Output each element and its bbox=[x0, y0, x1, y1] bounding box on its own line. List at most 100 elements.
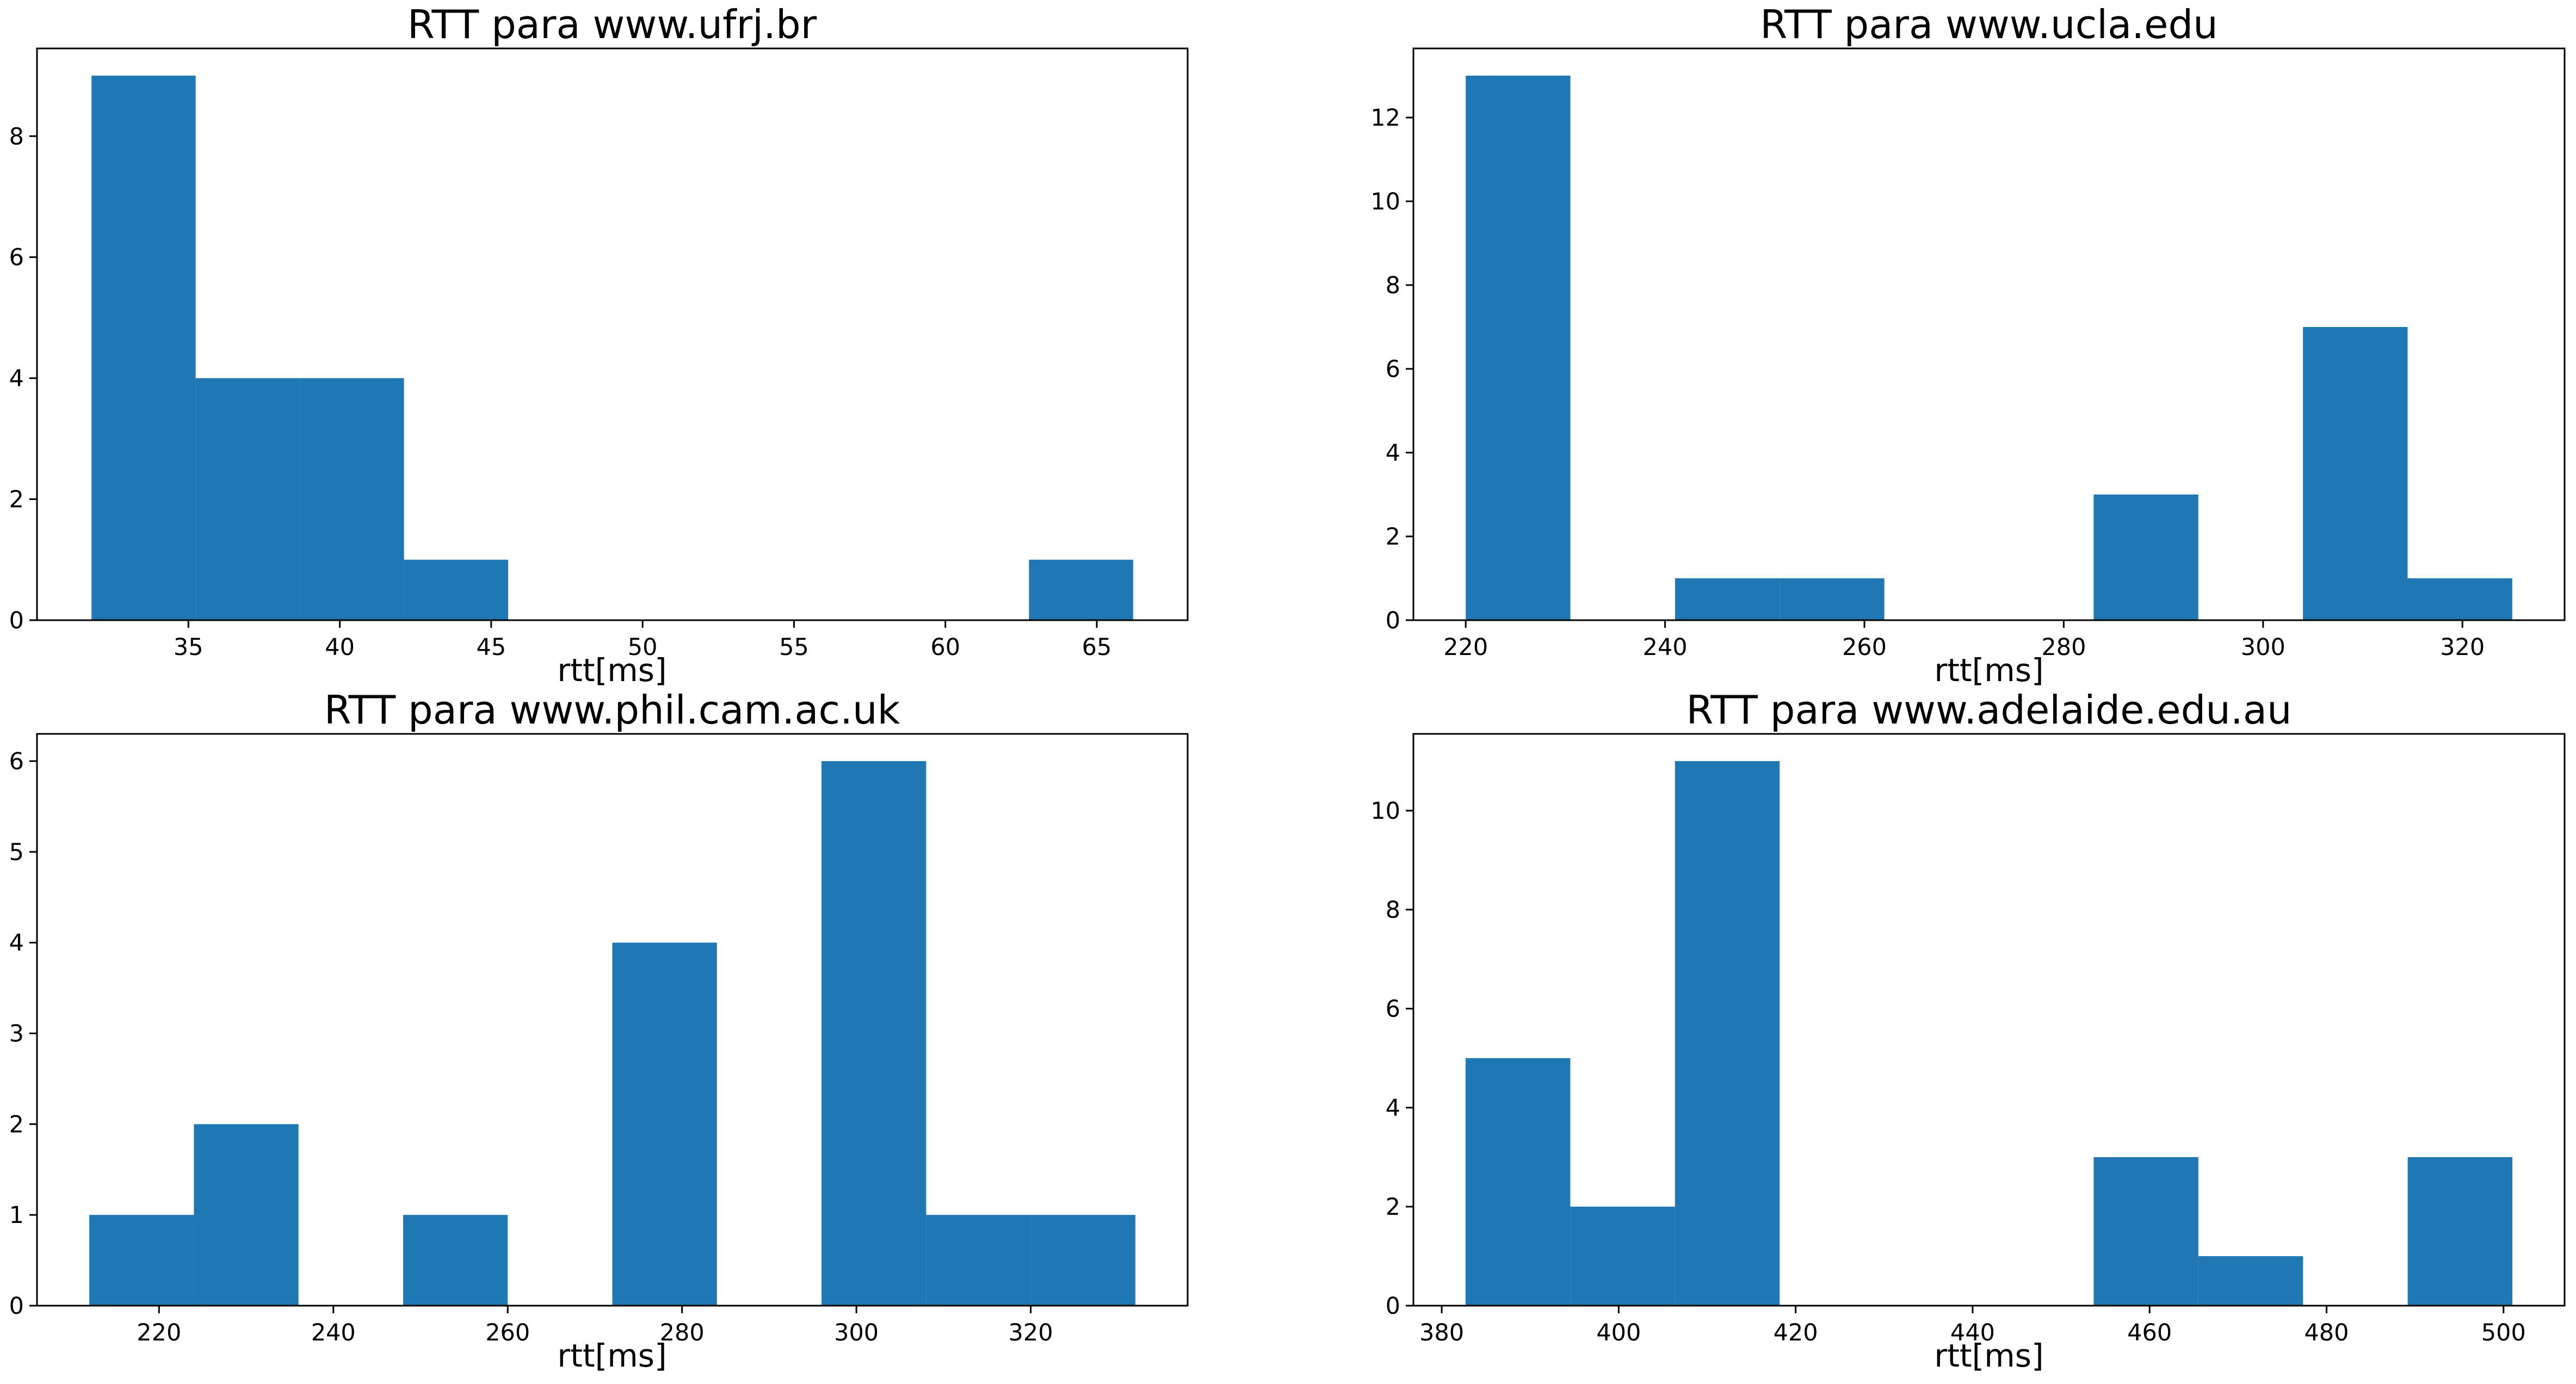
histogram-bar bbox=[1029, 559, 1133, 620]
y-tick-label: 0 bbox=[1386, 607, 1400, 634]
x-tick-label: 60 bbox=[930, 634, 960, 661]
bars-group bbox=[91, 76, 1133, 621]
x-tick-label: 40 bbox=[325, 634, 355, 661]
x-tick-label: 380 bbox=[1419, 1319, 1464, 1346]
y-tick-label: 4 bbox=[9, 930, 24, 957]
histogram-bar bbox=[2303, 327, 2408, 620]
x-axis: 380 400 420 440 460 480 500 bbox=[1419, 1306, 2526, 1346]
x-tick-label: 420 bbox=[1774, 1319, 1818, 1346]
y-axis: 0 1 2 3 4 5 6 bbox=[9, 748, 37, 1320]
y-tick-label: 4 bbox=[1386, 440, 1400, 467]
histogram-bar bbox=[1465, 1058, 1571, 1306]
y-tick-label: 0 bbox=[1386, 1293, 1400, 1320]
x-tick-label: 320 bbox=[2440, 634, 2485, 661]
x-tick-label: 220 bbox=[137, 1319, 181, 1346]
y-tick-label: 3 bbox=[9, 1021, 24, 1048]
bars-group bbox=[1466, 76, 2512, 621]
y-tick-label: 2 bbox=[9, 486, 24, 514]
x-tick-label: 280 bbox=[2041, 634, 2086, 661]
panel-title: RTT para www.ucla.edu bbox=[1760, 2, 2218, 47]
x-tick-label: 220 bbox=[1443, 634, 1488, 661]
x-tick-label: 480 bbox=[2304, 1319, 2349, 1346]
x-tick-label: 260 bbox=[1842, 634, 1887, 661]
x-axis: 220 240 260 280 300 320 bbox=[137, 1306, 1053, 1346]
x-axis-label: rtt[ms] bbox=[1934, 652, 2043, 689]
axes-frame bbox=[36, 733, 1189, 1307]
y-tick-label: 12 bbox=[1370, 104, 1400, 132]
y-tick-label: 8 bbox=[1386, 272, 1400, 299]
x-axis-label: rtt[ms] bbox=[557, 652, 666, 689]
x-tick-label: 320 bbox=[1009, 1319, 1053, 1346]
panel-title: RTT para www.adelaide.edu.au bbox=[1686, 687, 2291, 733]
histogram-bar bbox=[89, 1215, 194, 1306]
y-tick-label: 10 bbox=[1370, 188, 1400, 215]
histogram-bar bbox=[1780, 578, 1885, 620]
y-tick-label: 2 bbox=[1386, 523, 1400, 551]
y-tick-label: 6 bbox=[9, 244, 24, 271]
histogram-bar bbox=[300, 378, 404, 620]
y-axis: 0 2 4 6 8 10 12 bbox=[1370, 104, 1413, 634]
histogram-bar bbox=[1466, 76, 1571, 621]
x-tick-label: 260 bbox=[485, 1319, 530, 1346]
y-tick-label: 0 bbox=[9, 607, 24, 634]
histogram-bar bbox=[821, 761, 926, 1306]
histogram-bar bbox=[612, 942, 717, 1306]
y-axis: 0 2 4 6 8 bbox=[9, 123, 37, 634]
y-tick-label: 8 bbox=[1386, 897, 1400, 924]
x-tick-label: 500 bbox=[2481, 1319, 2526, 1346]
x-tick-label: 460 bbox=[2127, 1319, 2172, 1346]
y-tick-label: 1 bbox=[9, 1202, 24, 1229]
histogram-bar bbox=[2198, 1256, 2303, 1306]
y-tick-label: 8 bbox=[9, 123, 24, 150]
y-tick-label: 6 bbox=[1386, 996, 1400, 1023]
x-tick-label: 440 bbox=[1950, 1319, 1995, 1346]
y-axis: 0 2 4 6 8 10 bbox=[1370, 798, 1413, 1320]
histogram-bar bbox=[2407, 578, 2512, 620]
histogram-bar bbox=[91, 76, 196, 621]
axes-frame bbox=[1412, 733, 2566, 1307]
panel-ucla: RTT para www.ucla.edu 0 2 4 6 8 10 12 220 240 26… bbox=[1370, 2, 2566, 689]
axes-frame bbox=[1412, 47, 2566, 621]
y-tick-label: 10 bbox=[1370, 798, 1400, 825]
bars-group bbox=[1465, 761, 2513, 1306]
x-tick-label: 300 bbox=[834, 1319, 879, 1346]
x-tick-label: 65 bbox=[1082, 634, 1112, 661]
histogram-bar bbox=[194, 1124, 299, 1306]
x-tick-label: 300 bbox=[2241, 634, 2285, 661]
axes-frame bbox=[36, 47, 1189, 621]
x-tick-label: 400 bbox=[1596, 1319, 1641, 1346]
histogram-bar bbox=[2093, 495, 2198, 620]
histogram-bar bbox=[195, 378, 300, 620]
y-tick-label: 6 bbox=[9, 748, 24, 775]
histogram-bar bbox=[1675, 578, 1780, 620]
histogram-bar bbox=[1675, 761, 1780, 1306]
y-tick-label: 6 bbox=[1386, 356, 1400, 383]
panel-title: RTT para www.phil.cam.ac.uk bbox=[324, 687, 900, 733]
histogram-bar bbox=[404, 559, 509, 620]
y-tick-label: 0 bbox=[9, 1293, 24, 1320]
panel-title: RTT para www.ufrj.br bbox=[407, 2, 817, 47]
x-tick-label: 35 bbox=[174, 634, 203, 661]
bars-group bbox=[89, 761, 1135, 1306]
x-tick-label: 50 bbox=[628, 634, 658, 661]
x-tick-label: 240 bbox=[1643, 634, 1688, 661]
x-axis-label: rtt[ms] bbox=[557, 1337, 666, 1374]
x-tick-label: 280 bbox=[660, 1319, 705, 1346]
histogram-bar bbox=[2093, 1157, 2198, 1306]
y-tick-label: 2 bbox=[1386, 1194, 1400, 1221]
histogram-bar bbox=[1570, 1207, 1675, 1306]
x-tick-label: 45 bbox=[477, 634, 506, 661]
panel-ufrj: RTT para www.ufrj.br 0 2 4 6 8 35 40 45 50 55 60 6… bbox=[9, 2, 1189, 689]
y-tick-label: 4 bbox=[1386, 1095, 1400, 1122]
x-axis-label: rtt[ms] bbox=[1934, 1337, 2043, 1374]
x-axis: 220 240 260 280 300 320 bbox=[1443, 620, 2485, 661]
panel-adelaide: RTT para www.adelaide.edu.au 0 2 4 6 8 10 380… bbox=[1370, 687, 2566, 1374]
y-tick-label: 4 bbox=[9, 365, 24, 392]
x-tick-label: 55 bbox=[779, 634, 809, 661]
x-tick-label: 240 bbox=[311, 1319, 356, 1346]
histogram-bar bbox=[2407, 1157, 2513, 1306]
histogram-bar bbox=[403, 1215, 508, 1306]
